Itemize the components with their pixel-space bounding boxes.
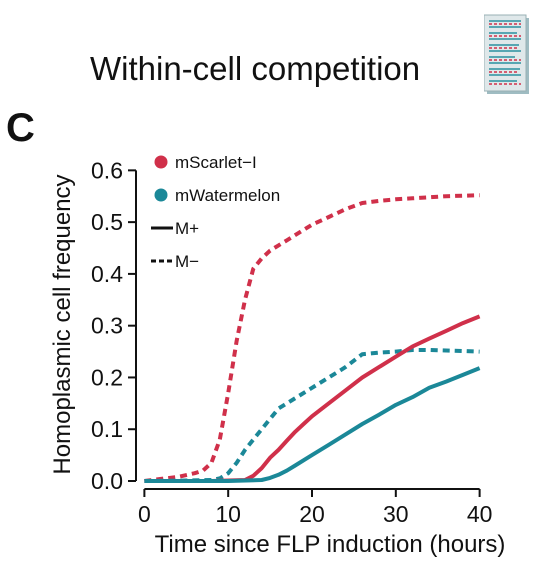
panel-label: C	[6, 106, 35, 150]
y-tick-label: 0.1	[91, 416, 123, 442]
legend-label: mWatermelon	[175, 186, 280, 205]
x-tick-label: 30	[383, 501, 409, 527]
x-tick-label: 0	[138, 501, 151, 527]
y-tick-label: 0.0	[91, 468, 123, 494]
y-tick-label: 0.4	[91, 261, 123, 287]
legend-marker	[154, 188, 168, 202]
x-tick-label: 40	[467, 501, 493, 527]
legend-marker	[154, 155, 168, 169]
y-tick-label: 0.3	[91, 313, 123, 339]
figure-title: Within-cell competition	[90, 50, 421, 87]
x-axis-title: Time since FLP induction (hours)	[155, 531, 506, 558]
legend-label: mScarlet−I	[175, 153, 257, 172]
y-axis-title: Homoplasmic cell frequency	[49, 174, 76, 474]
series-line-3	[144, 314, 481, 483]
legend-label: M+	[175, 219, 199, 238]
x-tick-label: 20	[299, 501, 325, 527]
series-line-4	[144, 366, 481, 483]
y-tick-label: 0.5	[91, 209, 123, 235]
y-tick-label: 0.2	[91, 364, 123, 390]
x-tick-label: 10	[215, 501, 241, 527]
legend-label: M−	[175, 252, 199, 271]
document-thumbnail-icon[interactable]	[484, 14, 532, 96]
y-tick-label: 0.6	[91, 157, 123, 183]
series-line-1	[144, 193, 480, 483]
